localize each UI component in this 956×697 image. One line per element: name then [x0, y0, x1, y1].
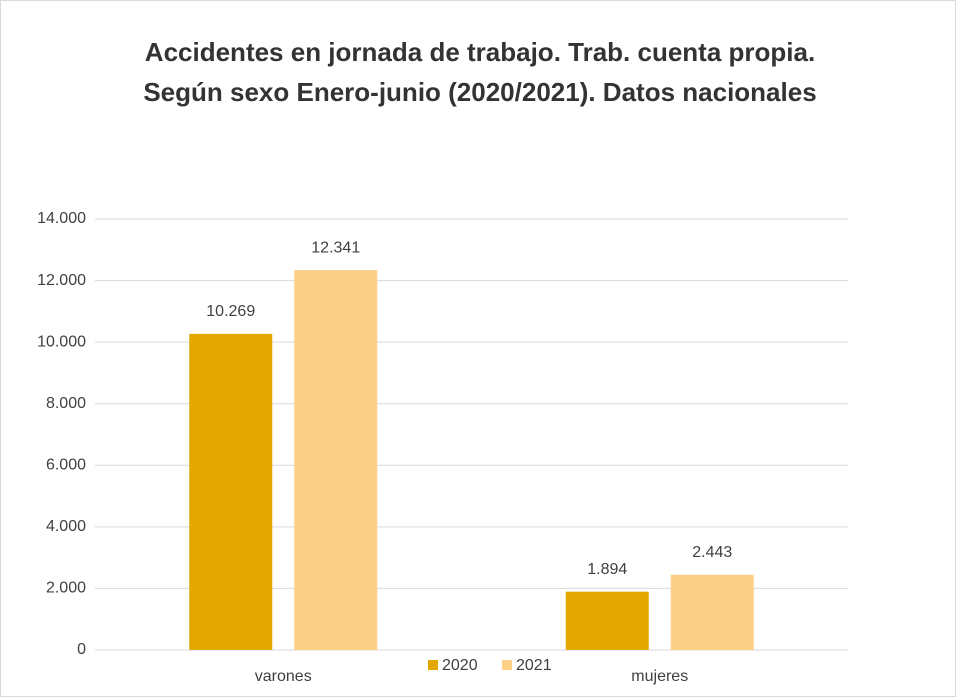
y-tick-label: 4.000 — [46, 518, 86, 535]
data-label: 2.443 — [692, 544, 732, 561]
data-label: 12.341 — [311, 239, 360, 256]
bar — [189, 333, 273, 650]
legend-label: 2021 — [516, 657, 552, 674]
chart-title: Accidentes en jornada de trabajo. Trab. … — [143, 37, 817, 107]
legend-swatch — [428, 660, 438, 670]
y-tick-label: 12.000 — [37, 272, 86, 289]
y-tick-label: 2.000 — [46, 580, 86, 597]
bar — [294, 270, 378, 650]
legend-label: 2020 — [442, 657, 478, 674]
y-tick-label: 8.000 — [46, 395, 86, 412]
y-tick-label: 6.000 — [46, 457, 86, 474]
y-tick-label: 14.000 — [37, 210, 86, 227]
y-tick-label: 10.000 — [37, 333, 86, 350]
bar — [670, 574, 754, 650]
data-label: 10.269 — [206, 303, 255, 320]
bar — [565, 591, 649, 650]
data-label: 1.894 — [587, 561, 627, 578]
legend-swatch — [502, 660, 512, 670]
x-tick-label: mujeres — [631, 668, 688, 685]
y-tick-label: 0 — [77, 641, 86, 658]
x-tick-label: varones — [255, 668, 312, 685]
